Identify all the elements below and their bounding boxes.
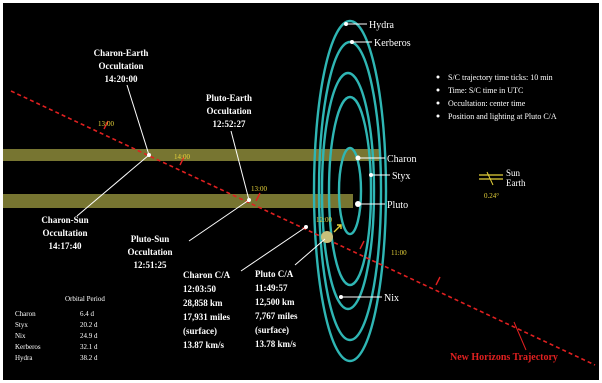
moon-labels: Hydra Kerberos Charon Styx Pluto Nix [369, 20, 416, 304]
trajectory-label-leader [513, 321, 527, 351]
event-leader-lines [76, 84, 326, 272]
time-tick-label: 12:00 [316, 216, 332, 224]
time-tick-label: 13:00 [251, 185, 267, 193]
table-row-value: 24.9 d [80, 332, 98, 340]
table-row-value: 38.2 d [80, 354, 98, 362]
pluto-sun-occultation-label: Pluto-Sun Occultation 12:51:25 [128, 234, 173, 270]
sun-label: Sun [506, 168, 521, 178]
svg-text:Occultation: Occultation [207, 106, 252, 116]
pluto-earth-occultation-label: Pluto-Earth Occultation 12:52:27 [206, 93, 252, 129]
moon-leader-lines [341, 23, 390, 298]
hydra-label: Hydra [369, 20, 395, 31]
note-item: Time: S/C time in UTC [448, 86, 523, 95]
time-tick-label: 14:00 [174, 153, 190, 161]
svg-text:11:49:57: 11:49:57 [255, 283, 288, 293]
charon-orbit [337, 146, 363, 236]
svg-text:Charon-Earth: Charon-Earth [94, 48, 149, 58]
table-row-name: Charon [15, 310, 36, 318]
svg-text:Occultation: Occultation [99, 61, 144, 71]
svg-text:12:03:50: 12:03:50 [183, 284, 216, 294]
svg-text:(surface): (surface) [255, 325, 289, 335]
kerberos-label: Kerberos [374, 38, 411, 49]
svg-text:14:20:00: 14:20:00 [105, 74, 138, 84]
svg-text:12:51:25: 12:51:25 [134, 260, 167, 270]
svg-text:Occultation: Occultation [43, 228, 88, 238]
diagram-background [3, 3, 599, 380]
nix-label: Nix [384, 293, 399, 304]
table-row-name: Styx [15, 321, 28, 329]
earth-label: Earth [506, 178, 526, 188]
legend-notes: S/C trajectory time ticks: 10 min Time: … [436, 73, 557, 121]
charon-sun-occultation-label: Charon-Sun Occultation 14:17:40 [41, 215, 88, 251]
svg-text:Charon C/A: Charon C/A [183, 270, 231, 280]
charon-shadow-band [3, 149, 379, 161]
pluto-label: Pluto [387, 200, 408, 211]
note-item: Position and lighting at Pluto C/A [448, 112, 557, 121]
svg-text:28,858 km: 28,858 km [183, 298, 223, 308]
time-tick-label: 13:00 [98, 120, 114, 128]
hydra-orbit [312, 19, 388, 363]
flyby-diagram: 13:00 14:00 13:00 12:00 11:00 Hydra Kerb… [3, 3, 599, 380]
svg-text:Charon-Sun: Charon-Sun [41, 215, 88, 225]
spacecraft-arrow [333, 224, 342, 233]
svg-text:(surface): (surface) [183, 326, 217, 336]
note-item: S/C trajectory time ticks: 10 min [448, 73, 553, 82]
styx-label: Styx [392, 171, 410, 182]
styx-orbit [327, 95, 373, 287]
charon-label: Charon [387, 154, 416, 165]
svg-text:Occultation: Occultation [128, 247, 173, 257]
sun-earth-direction: Sun Earth 0.24° [479, 168, 526, 200]
nix-orbit [320, 71, 376, 311]
charon-earth-occultation-label: Charon-Earth Occultation 14:20:00 [94, 48, 149, 84]
table-row-name: Kerberos [15, 343, 41, 351]
time-tick-label: 11:00 [391, 249, 407, 257]
table-row-name: Hydra [15, 354, 33, 362]
svg-text:12,500 km: 12,500 km [255, 297, 295, 307]
moon-markers [339, 22, 373, 299]
orbital-period-title: Orbital Period [65, 295, 105, 303]
svg-text:Pluto C/A: Pluto C/A [255, 269, 294, 279]
spacecraft-trajectory [10, 90, 596, 366]
svg-text:7,767 miles: 7,767 miles [255, 311, 298, 321]
pluto-shadow-band [3, 194, 353, 208]
charon-closest-approach-label: Charon C/A 12:03:50 28,858 km 17,931 mil… [183, 270, 231, 350]
svg-text:12:52:27: 12:52:27 [213, 119, 246, 129]
table-row-value: 20.2 d [80, 321, 98, 329]
pluto-closest-approach-label: Pluto C/A 11:49:57 12,500 km 7,767 miles… [255, 269, 298, 349]
table-row-name: Nix [15, 332, 26, 340]
svg-text:Pluto-Earth: Pluto-Earth [206, 93, 252, 103]
table-row-value: 32.1 d [80, 343, 98, 351]
svg-text:13.78 km/s: 13.78 km/s [255, 339, 297, 349]
table-row-value: 6.4 d [80, 310, 95, 318]
angle-label: 0.24° [484, 192, 499, 200]
note-item: Occultation: center time [448, 99, 526, 108]
trajectory-ticks [103, 120, 441, 286]
svg-text:14:17:40: 14:17:40 [49, 241, 82, 251]
moon-orbits [312, 19, 388, 363]
svg-text:Pluto-Sun: Pluto-Sun [131, 234, 170, 244]
time-tick-labels: 13:00 14:00 13:00 12:00 11:00 [98, 120, 407, 257]
svg-text:13.87 km/s: 13.87 km/s [183, 340, 225, 350]
trajectory-label: New Horizons Trajectory [450, 352, 558, 363]
svg-text:17,931 miles: 17,931 miles [183, 312, 230, 322]
orbital-period-table: Orbital Period Charon 6.4 d Styx 20.2 d … [15, 295, 105, 362]
